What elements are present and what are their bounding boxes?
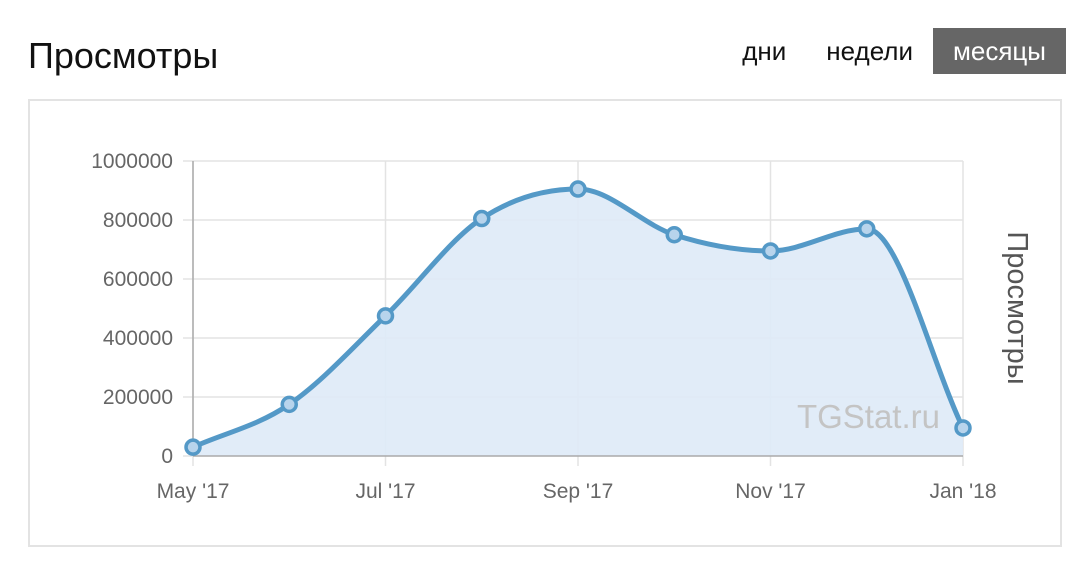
x-tick-label: Sep '17: [543, 480, 614, 503]
x-tick-label: May '17: [157, 480, 230, 503]
chart-axes: 0 200000 400000 600000 800000 1000000 May '17 J…: [91, 150, 996, 503]
tab-months[interactable]: месяцы: [933, 28, 1066, 74]
chart-points: [184, 180, 972, 456]
data-point: [184, 438, 202, 456]
data-point: [761, 242, 780, 260]
data-point: [569, 180, 587, 198]
page-title: Просмотры: [28, 35, 219, 76]
data-point: [280, 395, 298, 414]
data-point: [665, 226, 683, 244]
y-tick-label: 800000: [103, 209, 173, 232]
x-tick-label: Jul '17: [355, 480, 415, 503]
views-chart: 0 200000 400000 600000 800000 1000000 May '17 J…: [91, 150, 1033, 503]
data-point: [954, 419, 972, 437]
data-point: [858, 220, 876, 238]
y-axis-title: Просмотры: [1001, 231, 1033, 384]
data-point: [473, 209, 491, 228]
y-tick-label: 1000000: [91, 150, 173, 173]
range-tabs: дни недели месяцы: [722, 28, 1066, 74]
y-tick-label: 200000: [103, 386, 173, 409]
chart-panel: 0 200000 400000 600000 800000 1000000 May '17 J…: [28, 99, 1062, 547]
y-tick-label: 600000: [103, 268, 173, 291]
y-tick-label: 0: [161, 445, 173, 468]
data-point: [376, 307, 395, 325]
x-tick-label: Jan '18: [929, 480, 996, 503]
y-tick-label: 400000: [103, 327, 173, 350]
tab-weeks[interactable]: недели: [806, 28, 933, 74]
tab-days[interactable]: дни: [722, 28, 806, 74]
x-tick-label: Nov '17: [735, 480, 806, 503]
watermark-text: TGStat.ru: [797, 398, 940, 435]
